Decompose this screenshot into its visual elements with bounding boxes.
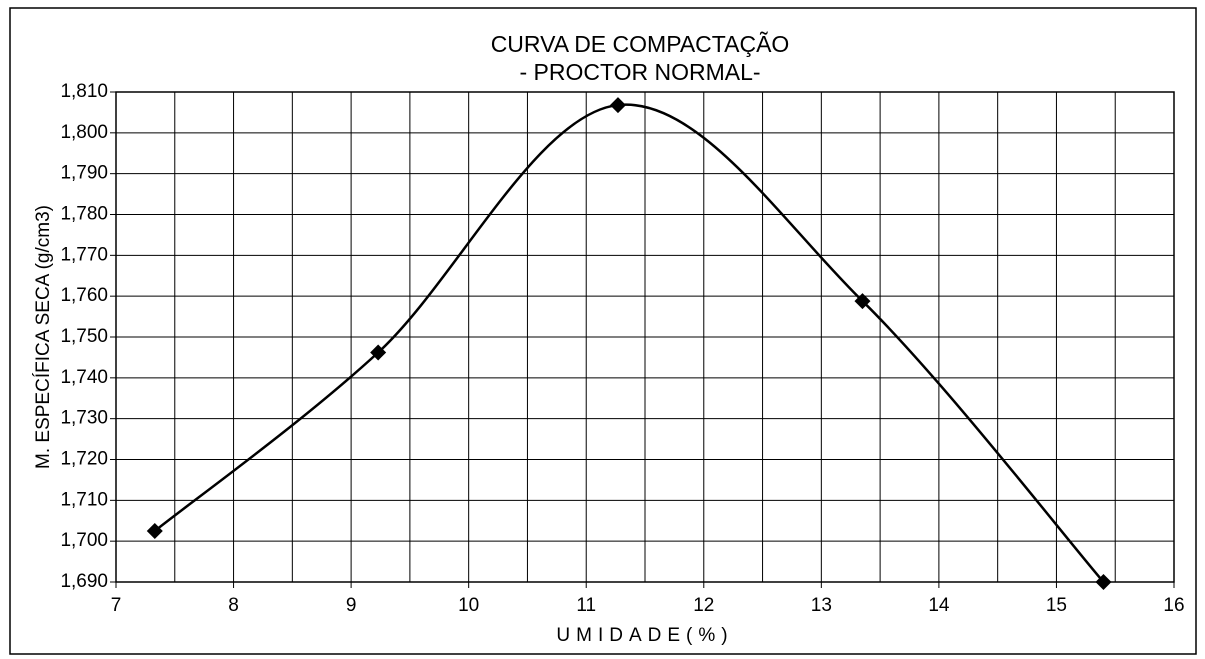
x-axis-label: UMIDADE(%) xyxy=(556,625,733,646)
y-tick-label: 1,780 xyxy=(60,204,108,225)
data-point xyxy=(146,522,163,539)
y-tick-label: 1,770 xyxy=(60,244,108,265)
x-tick-label: 10 xyxy=(458,595,479,616)
x-tick-label: 13 xyxy=(811,595,832,616)
x-tick-label: 11 xyxy=(576,595,596,616)
data-point xyxy=(609,97,626,114)
x-tick-label: 8 xyxy=(228,595,239,616)
y-tick-label: 1,720 xyxy=(60,449,108,470)
y-tick-label: 1,740 xyxy=(60,367,108,388)
y-axis-label: M. ESPECÍFICA SECA (g/cm3) xyxy=(33,205,54,469)
x-tick-label: 9 xyxy=(346,595,357,616)
y-tick-label: 1,710 xyxy=(60,489,108,510)
chart-subtitle: - PROCTOR NORMAL- xyxy=(519,59,760,85)
chart-border xyxy=(9,7,1197,655)
data-point xyxy=(854,293,871,310)
x-tick-label: 15 xyxy=(1046,595,1067,616)
y-tick-label: 1,760 xyxy=(60,285,108,306)
y-tick-label: 1,800 xyxy=(60,122,108,143)
x-tick-label: 7 xyxy=(111,595,122,616)
x-tick-label: 14 xyxy=(928,595,950,616)
y-tick-label: 1,810 xyxy=(60,81,108,102)
y-tick-label: 1,700 xyxy=(60,530,108,551)
y-tick-label: 1,730 xyxy=(60,408,108,429)
plot-area xyxy=(115,91,1175,583)
x-tick-label: 12 xyxy=(693,595,714,616)
data-point xyxy=(370,344,387,361)
chart-title: CURVA DE COMPACTAÇÃO xyxy=(491,31,790,57)
x-tick-label: 16 xyxy=(1163,595,1184,616)
y-tick-label: 1,750 xyxy=(60,326,108,347)
y-tick-label: 1,690 xyxy=(60,571,108,592)
y-tick-label: 1,790 xyxy=(60,163,108,184)
data-point xyxy=(1095,574,1112,590)
